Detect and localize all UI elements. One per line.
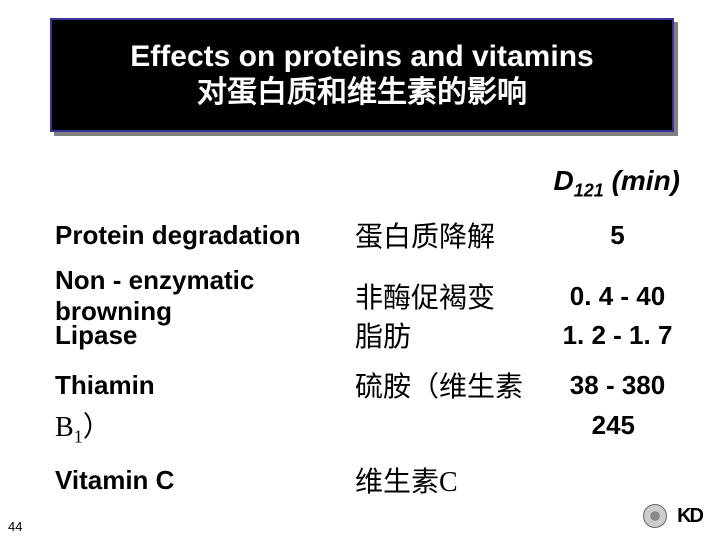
- row-en: Thiamin: [55, 370, 355, 401]
- row-cn: 蛋白质降解: [355, 215, 555, 255]
- header-d: D: [554, 165, 574, 196]
- extra-value: 245: [592, 410, 635, 441]
- kd-logo: KD: [677, 505, 702, 528]
- column-header-d121: D121 (min): [554, 165, 681, 202]
- page-number: 44: [8, 519, 22, 534]
- table-row: Vitamin C 维生素C: [55, 460, 680, 500]
- title-box: Effects on proteins and vitamins 对蛋白质和维生…: [50, 18, 674, 132]
- row-val: 38 - 380: [555, 370, 680, 401]
- footer-logos: KD: [643, 504, 702, 528]
- title-cn: 对蛋白质和维生素的影响: [197, 75, 527, 111]
- row-val: 0. 4 - 40: [555, 281, 680, 312]
- header-sub: 121: [574, 181, 604, 201]
- table-row: Protein degradation 蛋白质降解 5: [55, 215, 680, 255]
- row-cn: 硫胺（维生素: [355, 365, 555, 405]
- table-row: Thiamin 硫胺（维生素 38 - 380: [55, 365, 680, 405]
- row-en: Vitamin C: [55, 465, 355, 496]
- table-row: Lipase 脂肪 1. 2 - 1. 7: [55, 315, 680, 355]
- row-en: Protein degradation: [55, 220, 355, 251]
- row-val: 1. 2 - 1. 7: [555, 320, 680, 351]
- b1-paren: ）: [83, 412, 111, 443]
- who-logo-icon: [643, 504, 667, 528]
- row-en: Lipase: [55, 320, 355, 351]
- header-unit: (min): [612, 165, 680, 196]
- row-cn: 维生素C: [355, 460, 555, 500]
- b1-continuation: B1）: [55, 405, 111, 448]
- row-cn: 非酶促褐变: [355, 276, 555, 316]
- row-val: 5: [555, 220, 680, 251]
- b1-b: B: [55, 412, 74, 443]
- row-cn: 脂肪: [355, 315, 555, 355]
- title-en: Effects on proteins and vitamins: [130, 39, 593, 75]
- b1-sub: 1: [74, 427, 83, 447]
